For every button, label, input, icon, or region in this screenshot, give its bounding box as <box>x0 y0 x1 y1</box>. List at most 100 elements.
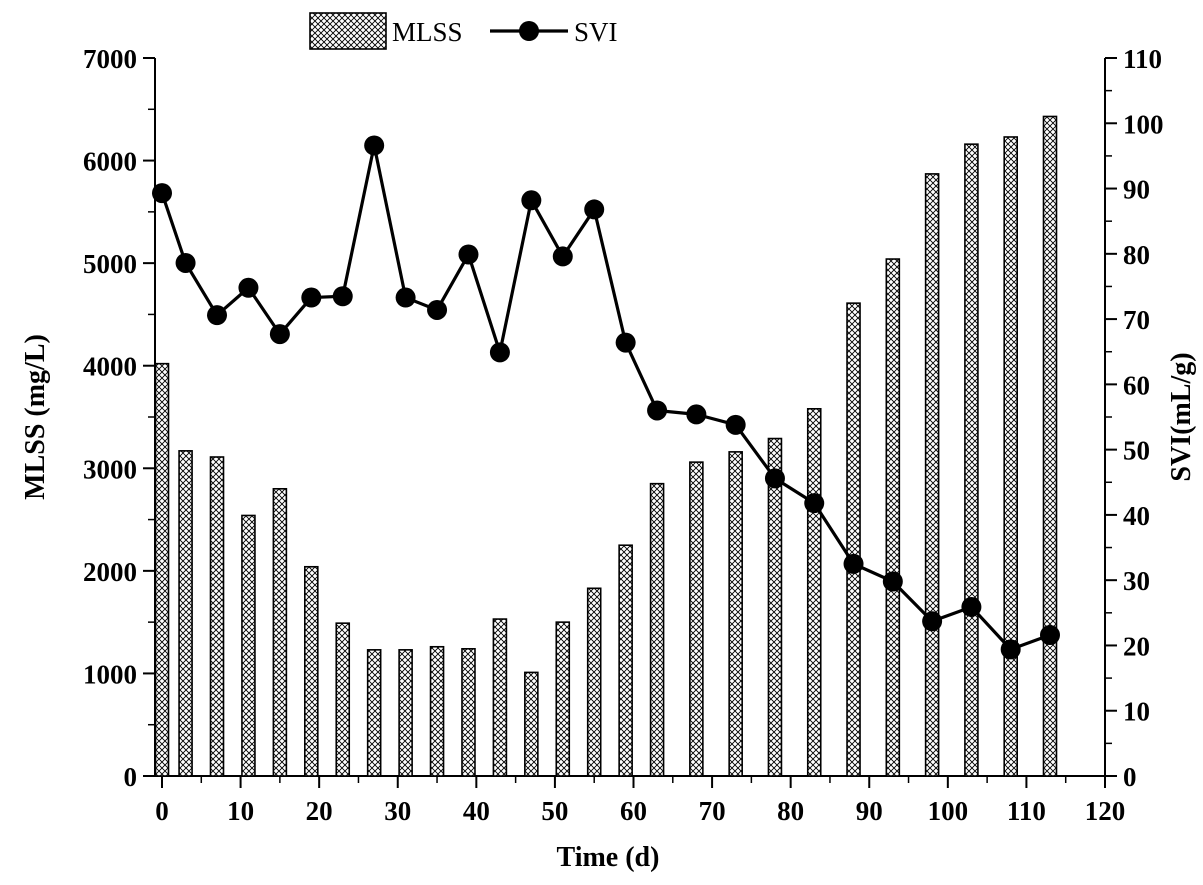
y-left-tick-label: 4000 <box>83 352 137 382</box>
mlss-bar <box>555 621 571 777</box>
mlss-bar <box>846 302 861 777</box>
svi-point <box>175 252 196 273</box>
svi-point <box>647 400 668 421</box>
x-tick-label: 110 <box>1007 796 1046 826</box>
mlss-bar <box>767 437 783 777</box>
svi-point <box>1000 639 1021 660</box>
y-right-tick-label: 110 <box>1123 44 1162 74</box>
mlss-bar <box>492 618 508 777</box>
legend-svi-marker <box>519 21 539 41</box>
mlss-bar <box>964 143 979 777</box>
mlss-bar <box>728 451 743 777</box>
mlss-bar <box>586 587 602 777</box>
x-tick-label: 70 <box>699 796 726 826</box>
x-tick-label: 0 <box>155 796 169 826</box>
x-tick-label: 120 <box>1085 796 1126 826</box>
legend: MLSS SVI <box>309 12 618 50</box>
svi-point <box>922 611 943 632</box>
svi-point <box>686 404 707 425</box>
axis-labels: 0 10 20 30 40 50 60 70 80 90 100 110 120010002000300… <box>20 44 1197 873</box>
svi-point <box>552 246 573 267</box>
mlss-bar <box>304 565 319 777</box>
x-tick-label: 50 <box>541 796 568 826</box>
svi-point <box>395 287 416 308</box>
svi-point <box>764 468 785 489</box>
mlss-bar <box>461 648 476 777</box>
x-tick-label: 80 <box>777 796 804 826</box>
mlss-bar <box>689 461 704 777</box>
y-left-tick-label: 0 <box>124 762 138 792</box>
svi-series <box>152 135 1060 660</box>
y-right-tick-label: 100 <box>1123 109 1164 139</box>
mlss-bar <box>398 649 413 777</box>
svi-point <box>804 493 825 514</box>
y-left-tick-label: 3000 <box>83 454 137 484</box>
y-right-tick-label: 50 <box>1123 436 1150 466</box>
mlss-bar <box>1003 136 1019 777</box>
svi-point <box>364 135 385 156</box>
svi-point <box>269 324 290 345</box>
mlss-bar <box>885 258 901 777</box>
mlss-bars <box>154 115 1058 777</box>
svi-point <box>882 571 903 592</box>
legend-mlss-label: MLSS <box>392 17 463 47</box>
y-right-axis-title: SVI(mL/g) <box>1166 352 1197 481</box>
svi-point <box>332 286 353 307</box>
svi-point <box>207 305 228 326</box>
mlss-bar <box>924 173 940 777</box>
svi-point <box>301 287 322 308</box>
y-right-tick-label: 40 <box>1123 501 1150 531</box>
mlss-bar <box>154 362 170 777</box>
mlss-bar <box>618 544 633 777</box>
svi-point <box>458 244 479 265</box>
x-axis-title: Time (d) <box>557 842 660 873</box>
mlss-bar <box>366 649 382 777</box>
mlss-bar <box>806 407 822 777</box>
x-tick-label: 20 <box>306 796 333 826</box>
svi-point <box>725 414 746 435</box>
y-right-tick-label: 60 <box>1123 370 1150 400</box>
svi-point <box>615 332 636 353</box>
mlss-bar <box>429 645 445 777</box>
svi-point <box>152 183 172 204</box>
legend-svi-label: SVI <box>574 17 618 47</box>
y-left-tick-label: 7000 <box>83 44 137 74</box>
x-tick-label: 30 <box>384 796 411 826</box>
y-left-tick-label: 1000 <box>83 659 137 689</box>
y-right-tick-label: 0 <box>1123 762 1137 792</box>
x-tick-label: 100 <box>928 796 969 826</box>
mlss-bar <box>335 622 351 777</box>
y-right-tick-label: 70 <box>1123 305 1150 335</box>
y-right-tick-label: 90 <box>1123 175 1150 205</box>
mlss-bar <box>1042 115 1058 777</box>
svi-point <box>489 342 510 363</box>
mlss-bar <box>241 514 256 777</box>
y-right-tick-label: 80 <box>1123 240 1150 270</box>
x-tick-label: 40 <box>463 796 490 826</box>
y-right-tick-label: 10 <box>1123 697 1150 727</box>
y-left-axis-title: MLSS (mg/L) <box>20 334 51 500</box>
svi-point <box>843 553 864 574</box>
x-tick-label: 10 <box>227 796 254 826</box>
y-left-tick-label: 5000 <box>83 249 137 279</box>
y-left-tick-label: 6000 <box>83 147 137 177</box>
svi-point <box>427 299 448 320</box>
x-tick-label: 90 <box>856 796 883 826</box>
y-right-tick-label: 20 <box>1123 631 1150 661</box>
svi-point <box>1039 625 1060 646</box>
svi-point <box>521 190 542 211</box>
svi-point <box>238 277 259 298</box>
mlss-bar <box>272 487 288 777</box>
legend-mlss-swatch <box>309 12 387 50</box>
y-left-tick-label: 2000 <box>83 557 137 587</box>
mlss-bar <box>178 450 193 777</box>
mlss-bar <box>209 456 225 777</box>
svi-point <box>961 596 982 617</box>
mlss-bar <box>524 671 539 777</box>
x-tick-label: 60 <box>620 796 647 826</box>
mlss-bar <box>649 482 665 777</box>
svi-point <box>584 199 605 220</box>
y-right-tick-label: 30 <box>1123 566 1150 596</box>
